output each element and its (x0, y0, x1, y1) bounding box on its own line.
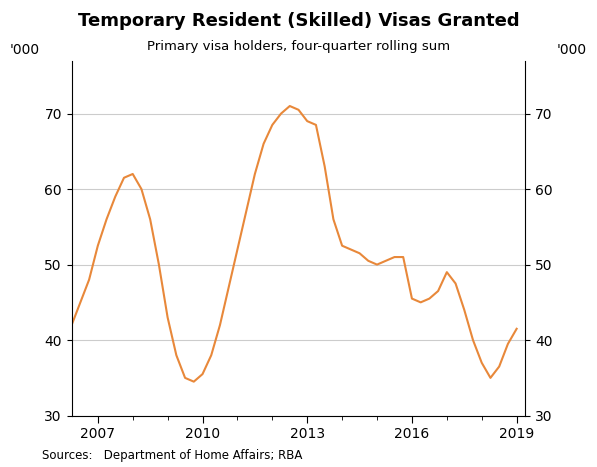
Text: '000: '000 (557, 43, 587, 57)
Text: Primary visa holders, four-quarter rolling sum: Primary visa holders, four-quarter rolli… (147, 40, 450, 53)
Text: Temporary Resident (Skilled) Visas Granted: Temporary Resident (Skilled) Visas Grant… (78, 12, 519, 30)
Text: '000: '000 (10, 43, 40, 57)
Text: Sources:   Department of Home Affairs; RBA: Sources: Department of Home Affairs; RBA (42, 449, 302, 462)
